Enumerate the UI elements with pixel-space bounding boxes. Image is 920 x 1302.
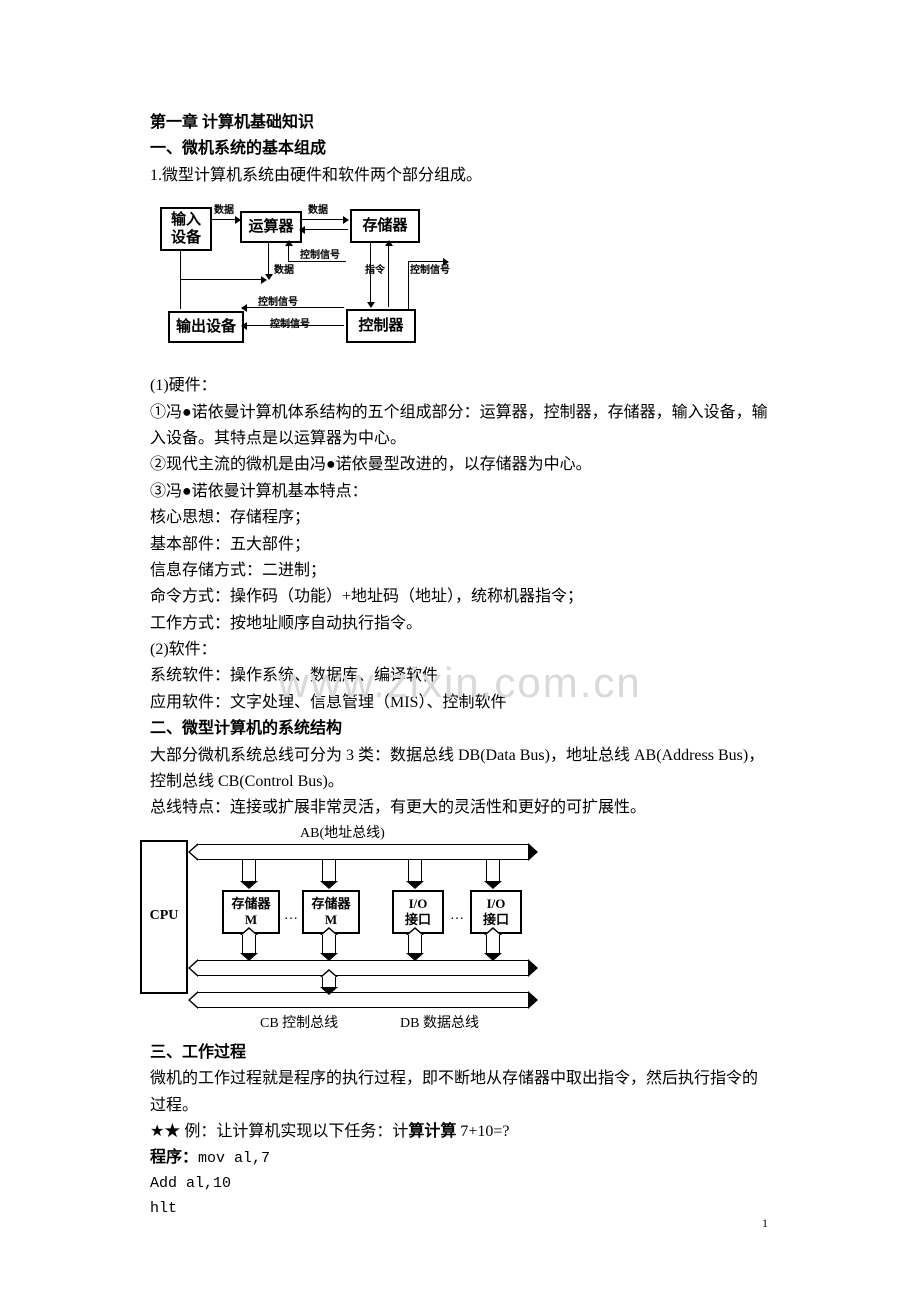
bus-ab (198, 844, 528, 860)
p-sw-2: 应用软件：文字处理、信息管理（MIS）、控制软件 (150, 690, 770, 716)
section-1-heading: 一、微机系统的基本组成 (150, 136, 770, 162)
arrow (408, 261, 409, 309)
example-post: 7+10=? (456, 1123, 509, 1140)
program-line-1: 程序：mov al,7 (150, 1145, 770, 1172)
label-db: DB 数据总线 (400, 1012, 479, 1035)
p-sec2-b: 总线特点：连接或扩展非常灵活，有更大的灵活性和更好的可扩展性。 (150, 795, 770, 821)
conn (322, 976, 336, 988)
page-number: 1 (762, 1214, 768, 1234)
page: www.zixin.com.cn 第一章 计算机基础知识 一、微机系统的基本组成… (0, 0, 920, 1282)
lbl-ctrl-1: 控制信号 (300, 248, 340, 265)
box-controller: 控制器 (346, 309, 416, 343)
conn (322, 860, 336, 882)
arrow (288, 261, 346, 262)
label-ab: AB(地址总线) (300, 822, 385, 845)
arrow (180, 279, 266, 280)
arrow (408, 261, 448, 262)
p-sw-1: 系统软件：操作系统、数据库、编译软件 (150, 663, 770, 689)
lbl-data-2: 数据 (308, 203, 328, 220)
program-head: 程序： (150, 1149, 198, 1166)
p-sw-head: (2)软件： (150, 637, 770, 663)
conn (486, 860, 500, 882)
conn (408, 934, 422, 954)
arrow (370, 241, 371, 307)
p-hw-3b: 基本部件：五大部件； (150, 532, 770, 558)
box-alu: 运算器 (240, 211, 302, 243)
code-1: mov al,7 (198, 1150, 270, 1167)
p-1-1: 1.微型计算机系统由硬件和软件两个部分组成。 (150, 163, 770, 189)
bus-diagram: AB(地址总线) CPU 存储器 M 存储器 M I/O 接口 I/O 接口 …… (150, 828, 550, 1028)
bus-cb (198, 960, 528, 976)
lbl-instr: 指令 (365, 263, 385, 280)
lbl-data-1: 数据 (214, 203, 234, 220)
p-hw-3c: 信息存储方式：二进制； (150, 558, 770, 584)
p-hw-3: ③冯●诺依曼计算机基本特点： (150, 479, 770, 505)
box-output: 输出设备 (168, 311, 244, 343)
p-sec2-a: 大部分微机系统总线可分为 3 类：数据总线 DB(Data Bus)，地址总线 … (150, 743, 770, 796)
arrow (242, 325, 344, 326)
lbl-ctrl-3: 控制信号 (258, 295, 298, 312)
p-sec3-a: 微机的工作过程就是程序的执行过程，即不断地从存储器中取出指令，然后执行指令的过程… (150, 1066, 770, 1119)
conn (486, 934, 500, 954)
arrow (288, 241, 289, 261)
p-hw-3d: 命令方式：操作码（功能）+地址码（地址），统称机器指令； (150, 584, 770, 610)
box-input: 输入 设备 (160, 207, 212, 251)
conn (242, 934, 256, 954)
section-2-heading: 二、微型计算机的系统结构 (150, 716, 770, 742)
star-icon: ★ (150, 1123, 164, 1140)
conn (322, 934, 336, 954)
example-bold: 算计算 (408, 1123, 456, 1140)
p-hw-head: (1)硬件： (150, 373, 770, 399)
p-sec3-b: ★★ 例：让计算机实现以下任务：计算计算 7+10=? (150, 1119, 770, 1145)
box-cpu: CPU (140, 840, 188, 994)
conn (242, 860, 256, 882)
chapter-title: 第一章 计算机基础知识 (150, 110, 770, 136)
code-2: Add al,10 (150, 1172, 770, 1197)
conn (408, 860, 422, 882)
arrow (300, 219, 348, 220)
p-hw-2: ②现代主流的微机是由冯●诺依曼型改进的，以存储器为中心。 (150, 452, 770, 478)
dots-1: … (284, 904, 298, 927)
p-hw-3e: 工作方式：按地址顺序自动执行指令。 (150, 611, 770, 637)
example-pre: ★ 例：让计算机实现以下任务：计 (164, 1123, 408, 1140)
p-hw-3a: 核心思想：存储程序； (150, 505, 770, 531)
lbl-data-3: 数据 (274, 263, 294, 280)
code-3: hlt (150, 1197, 770, 1222)
arrow (268, 241, 269, 279)
bus-db (198, 992, 528, 1008)
arrow (242, 307, 344, 308)
label-cb: CB 控制总线 (260, 1012, 338, 1035)
von-neumann-diagram: 输入 设备 运算器 存储器 输出设备 控制器 数据 数据 数据 控制信号 指令 … (160, 203, 460, 353)
box-memory: 存储器 (350, 209, 420, 243)
arrow (210, 219, 240, 220)
arrow (388, 241, 389, 307)
dots-2: … (450, 904, 464, 927)
section-3-heading: 三、工作过程 (150, 1040, 770, 1066)
p-hw-1: ①冯●诺依曼计算机体系结构的五个组成部分：运算器，控制器，存储器，输入设备，输入… (150, 400, 770, 453)
arrow (300, 229, 348, 230)
